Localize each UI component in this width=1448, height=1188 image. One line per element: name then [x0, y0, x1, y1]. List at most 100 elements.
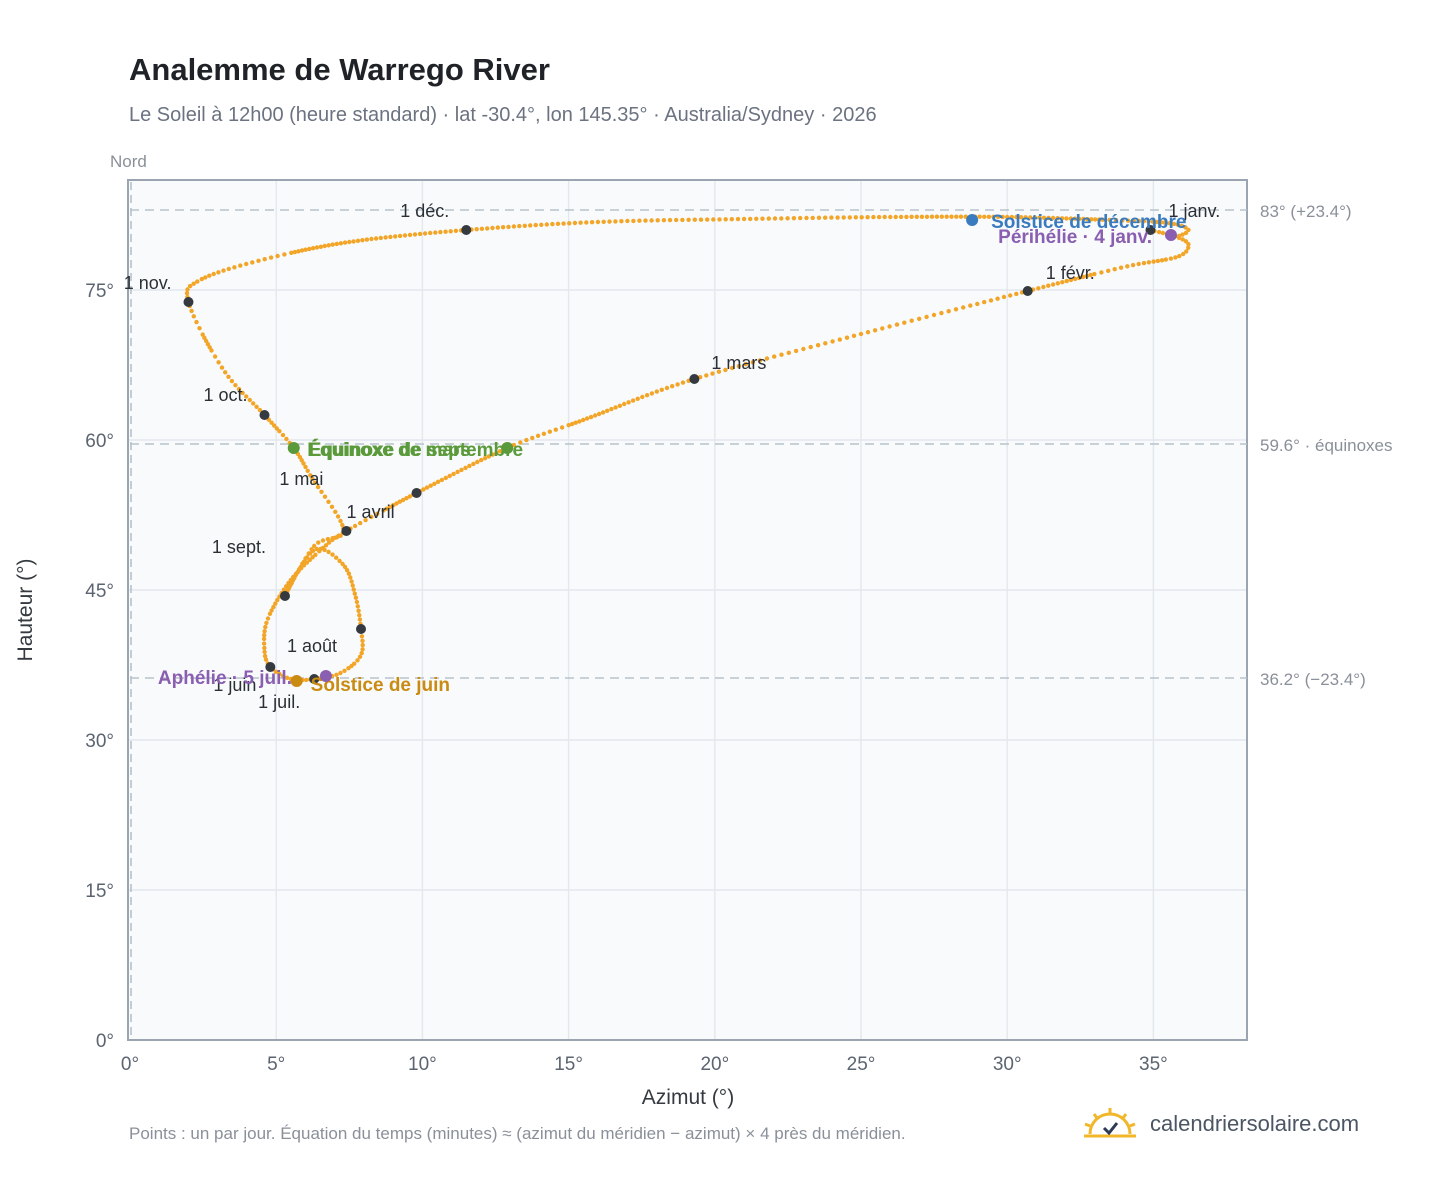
day-point: [982, 214, 987, 219]
day-point: [310, 246, 316, 251]
event-marker: [1164, 229, 1177, 241]
day-point: [274, 426, 279, 431]
event-marker: [319, 670, 332, 682]
day-point: [748, 216, 753, 222]
day-point: [566, 423, 571, 428]
day-point: [837, 337, 842, 342]
day-point: [355, 238, 361, 243]
day-point: [211, 271, 216, 277]
footnote: Points : un par jour. Équation du temps …: [129, 1124, 906, 1143]
day-point: [422, 231, 428, 236]
day-point: [348, 575, 353, 580]
day-point: [194, 319, 199, 325]
day-point: [988, 298, 994, 303]
day-point: [1186, 227, 1191, 233]
day-point: [244, 394, 249, 399]
month-label: 1 mars: [711, 353, 766, 373]
month-label: 1 mai: [279, 469, 323, 489]
day-point: [315, 484, 321, 490]
day-point: [1068, 216, 1074, 221]
day-point: [522, 223, 527, 228]
day-point: [256, 258, 261, 263]
day-point: [191, 281, 196, 286]
day-point: [644, 393, 650, 398]
day-point: [1177, 253, 1182, 259]
day-point: [1181, 251, 1186, 257]
day-point: [858, 331, 864, 337]
day-point: [497, 449, 503, 454]
event-marker: [966, 214, 979, 226]
event-marker: [501, 442, 514, 454]
day-point: [485, 226, 490, 231]
day-point: [355, 604, 360, 609]
day-point: [661, 218, 667, 223]
day-point: [894, 322, 900, 327]
day-point: [779, 352, 784, 357]
day-point: [486, 454, 492, 459]
day-point: [1041, 284, 1046, 290]
x-tick-label: 15°: [554, 1054, 583, 1075]
month-label: 1 oct.: [203, 385, 247, 405]
day-point: [528, 223, 533, 228]
day-point: [301, 461, 306, 466]
day-point: [757, 358, 763, 363]
day-point: [358, 520, 363, 526]
day-point: [1037, 215, 1042, 220]
day-point: [1186, 242, 1191, 247]
day-point: [1100, 217, 1105, 222]
day-point: [553, 427, 558, 432]
month-label: 1 avril: [347, 502, 395, 522]
month-marker: [279, 591, 290, 601]
day-point: [939, 310, 944, 316]
day-point: [766, 216, 771, 221]
day-point: [189, 308, 194, 314]
day-point: [428, 230, 433, 236]
day-point: [1176, 233, 1182, 239]
day-point: [261, 636, 267, 642]
day-point: [1050, 282, 1056, 287]
day-point: [1126, 218, 1131, 223]
day-point: [364, 237, 370, 242]
direction-label: Nord: [110, 152, 147, 171]
day-point: [360, 238, 365, 243]
day-point: [1183, 230, 1189, 236]
reference-line-label: 83° (+23.4°): [1260, 202, 1352, 221]
day-point: [326, 499, 331, 504]
day-point: [286, 587, 291, 592]
day-point: [359, 634, 365, 639]
day-point: [267, 611, 273, 616]
day-point: [308, 473, 313, 478]
day-point: [1068, 277, 1074, 283]
event-marker: [287, 442, 300, 454]
day-point: [288, 583, 293, 588]
day-point: [1171, 221, 1177, 227]
day-point: [290, 578, 296, 583]
day-point: [533, 222, 538, 228]
day-point: [475, 459, 480, 465]
day-point: [262, 649, 267, 655]
day-point: [607, 219, 612, 224]
day-point: [360, 638, 365, 643]
day-point: [435, 479, 441, 484]
day-point: [835, 215, 840, 220]
day-point: [357, 617, 363, 622]
day-point: [338, 670, 343, 676]
chart-subtitle: Le Soleil à 12h00 (heure standard) · lat…: [129, 104, 877, 126]
day-point: [347, 239, 352, 245]
day-point: [323, 543, 329, 548]
day-point: [872, 328, 878, 333]
day-point: [236, 386, 242, 392]
day-point: [375, 511, 380, 516]
day-point: [284, 675, 290, 680]
day-point: [432, 481, 437, 486]
day-point: [1072, 276, 1078, 282]
day-point: [637, 218, 642, 223]
day-point: [735, 216, 741, 222]
day-point: [1032, 215, 1038, 220]
day-point: [325, 536, 331, 542]
day-point: [588, 414, 594, 420]
day-point: [191, 314, 196, 319]
day-point: [584, 220, 589, 225]
day-point: [1173, 255, 1178, 260]
brand[interactable]: calendriersolaire.com: [1082, 1102, 1359, 1146]
